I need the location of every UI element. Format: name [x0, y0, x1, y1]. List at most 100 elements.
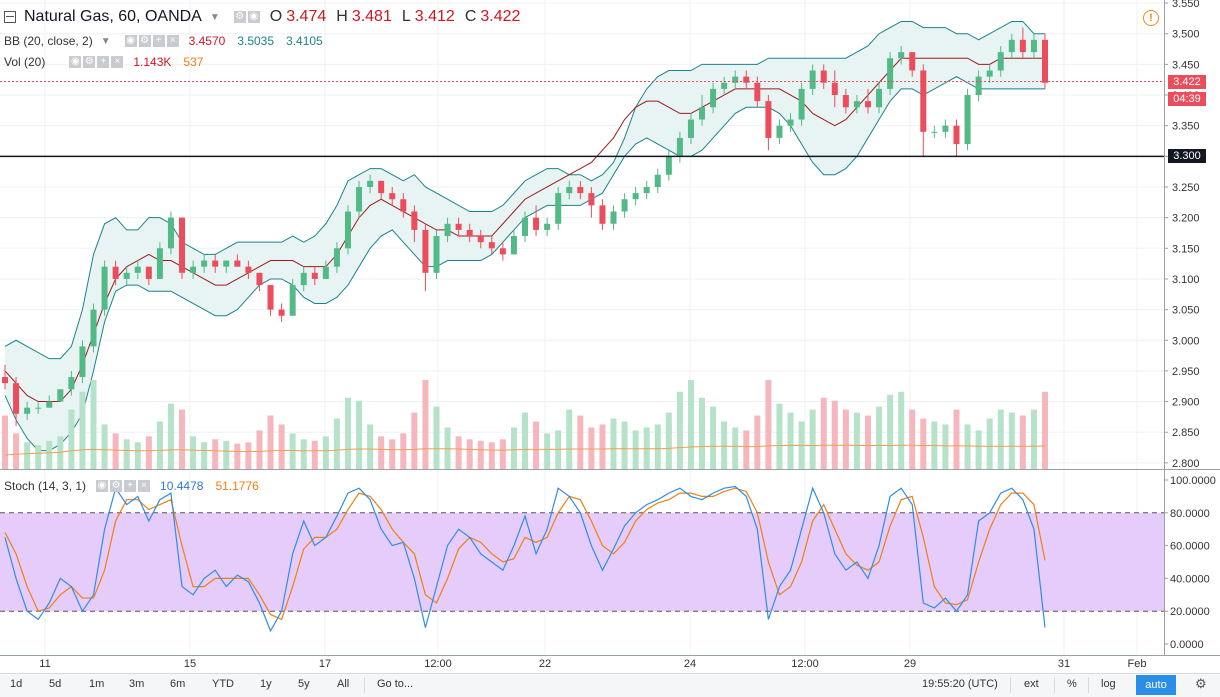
range-1d[interactable]: 1d — [10, 678, 23, 690]
symbol-title[interactable]: Natural Gas, 60, OANDA — [24, 8, 202, 25]
divider — [1010, 677, 1011, 693]
candle-body — [842, 95, 849, 108]
candle-body — [112, 266, 119, 279]
candle-body — [212, 260, 219, 267]
plus-icon[interactable]: + — [124, 480, 137, 492]
stoch-axis-label: 40.0000 — [1170, 573, 1210, 585]
settings-icon[interactable]: ⚙ — [233, 11, 246, 23]
volume-bar — [411, 412, 418, 469]
volume-bar — [356, 400, 363, 469]
volume-bar — [477, 440, 484, 469]
candle-body — [333, 248, 340, 267]
volume-bar — [577, 415, 584, 469]
volume-bar — [831, 400, 838, 469]
candle-body — [533, 217, 540, 230]
vol-ma-value: 537 — [183, 55, 204, 69]
vol-label[interactable]: Vol (20) — [4, 55, 46, 69]
ext-toggle[interactable]: ext — [1024, 678, 1039, 690]
bb-basis-value: 3.4570 — [188, 34, 226, 48]
volume-bar — [35, 445, 42, 469]
volume-bar — [79, 391, 86, 469]
candle-body — [444, 223, 451, 237]
candle-body — [101, 266, 108, 310]
divider — [1054, 677, 1055, 693]
settings-icon[interactable]: ⚙ — [110, 480, 123, 492]
candle-body — [1008, 39, 1015, 53]
goto-button[interactable]: Go to... — [377, 678, 414, 690]
range-ytd[interactable]: YTD — [212, 678, 234, 690]
time-axis-label: 15 — [184, 658, 196, 670]
candle-body — [411, 211, 418, 230]
candle-body — [190, 266, 197, 273]
time-axis-label: Feb — [1128, 658, 1147, 670]
candle-body — [909, 52, 916, 71]
volume-bar — [322, 436, 329, 469]
range-3m[interactable]: 3m — [129, 678, 145, 690]
plus-icon[interactable]: + — [152, 35, 165, 47]
alert-icon[interactable]: ! — [1143, 10, 1159, 26]
close-icon[interactable]: × — [138, 480, 151, 492]
candle-body — [687, 119, 694, 138]
volume-bar — [24, 442, 31, 469]
gear-icon[interactable]: ⚙ — [1195, 676, 1207, 691]
candle-body — [710, 88, 717, 108]
chevron-down-icon[interactable]: ▼ — [209, 11, 220, 23]
range-6m[interactable]: 6m — [170, 678, 186, 690]
collapse-legend-icon[interactable] — [4, 11, 16, 23]
close-icon[interactable]: × — [111, 56, 124, 68]
volume-bar — [46, 440, 53, 469]
candle-body — [798, 88, 805, 120]
close-icon[interactable]: × — [166, 35, 179, 47]
volume-bar — [920, 418, 927, 469]
open-value: 3.474 — [286, 8, 327, 25]
volume-bar — [787, 412, 794, 469]
range-all[interactable]: All — [337, 678, 350, 690]
volume-bar — [134, 442, 141, 469]
candle-body — [46, 401, 53, 408]
volume-bar — [997, 409, 1004, 469]
bb-label[interactable]: BB (20, close, 2) — [4, 34, 93, 48]
range-5d[interactable]: 5d — [49, 678, 62, 690]
time-axis-label: 17 — [319, 658, 331, 670]
candle-body — [743, 76, 750, 83]
settings-icon[interactable]: ⚙ — [138, 35, 151, 47]
auto-scale-button[interactable]: auto — [1136, 675, 1176, 695]
candle-body — [400, 199, 407, 212]
candle-body — [632, 193, 639, 200]
divider — [1088, 677, 1089, 693]
eye-icon[interactable]: ◉ — [247, 11, 260, 23]
candle-body — [876, 88, 883, 108]
range-5y[interactable]: 5y — [298, 678, 310, 690]
candle-body — [134, 266, 141, 273]
range-1y[interactable]: 1y — [260, 678, 272, 690]
volume-bar — [179, 409, 186, 469]
candle-body — [167, 217, 174, 249]
volume-bar — [378, 436, 385, 469]
price-axis-label: 3.100 — [1172, 274, 1200, 286]
volume-bar — [898, 391, 905, 469]
volume-bar — [544, 433, 551, 469]
horizontal-line-tag[interactable]: 3.300 — [1168, 149, 1206, 163]
candle-body — [676, 137, 683, 157]
candle-body — [831, 82, 838, 96]
chevron-down-icon[interactable]: ▼ — [100, 35, 111, 47]
settings-icon[interactable]: ⚙ — [83, 56, 96, 68]
stoch-axis-label: 80.0000 — [1170, 508, 1210, 520]
price-axis-label: 3.500 — [1172, 29, 1200, 41]
volume-bar — [400, 433, 407, 469]
plus-icon[interactable]: + — [97, 56, 110, 68]
volume-ma-line — [4, 444, 1046, 456]
eye-icon[interactable]: ◉ — [96, 480, 109, 492]
candle-body — [776, 125, 783, 138]
eye-icon[interactable]: ◉ — [69, 56, 82, 68]
candle-body — [378, 180, 385, 194]
log-toggle[interactable]: log — [1101, 678, 1116, 690]
range-1m[interactable]: 1m — [89, 678, 105, 690]
utc-clock[interactable]: 19:55:20 (UTC) — [922, 678, 998, 690]
volume-bar — [665, 412, 672, 469]
eye-icon[interactable]: ◉ — [124, 35, 137, 47]
percent-toggle[interactable]: % — [1067, 678, 1077, 690]
volume-bar — [809, 409, 816, 469]
stoch-label[interactable]: Stoch (14, 3, 1) — [4, 479, 87, 493]
